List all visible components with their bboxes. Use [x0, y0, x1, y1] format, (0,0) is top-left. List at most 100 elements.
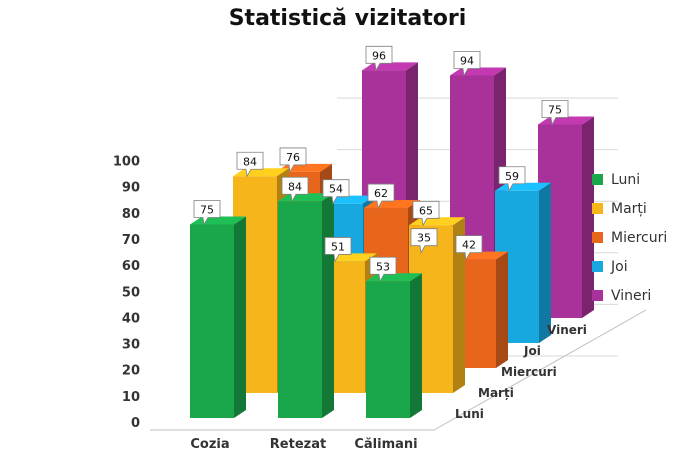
data-label-box: [322, 179, 350, 205]
bar-side: [453, 217, 465, 393]
legend: Luni Marți Miercuri Joi Vineri: [592, 172, 667, 304]
x-tick-label: Retezat: [270, 437, 326, 452]
data-label-text: 65: [419, 204, 433, 217]
data-label: 84: [281, 176, 309, 203]
bar-side: [582, 116, 594, 318]
data-label-box: [541, 100, 569, 126]
data-label-text: 35: [417, 232, 431, 245]
legend-label: Joi: [610, 259, 628, 275]
data-label: 35: [410, 228, 438, 254]
data-label-text: 62: [374, 187, 388, 200]
depth-tick-label: Luni: [455, 407, 484, 421]
legend-swatch: [592, 232, 603, 243]
y-tick-label: 20: [122, 364, 140, 379]
data-label-box: [367, 183, 395, 210]
bar-front: [278, 201, 322, 418]
bar: [278, 193, 334, 418]
data-label: 96: [365, 45, 393, 72]
depth-axis: Luni Marți Miercuri Joi Vineri: [455, 323, 587, 421]
bar-side: [322, 193, 334, 418]
legend-item: Miercuri: [592, 230, 667, 246]
legend-swatch: [592, 174, 603, 185]
legend-item: Vineri: [592, 288, 651, 304]
y-tick-label: 10: [122, 390, 140, 405]
data-label-box: [236, 151, 264, 178]
depth-tick-label: Joi: [523, 344, 541, 358]
x-axis: Cozia Retezat Călimani: [190, 437, 417, 452]
data-label: 65: [412, 200, 440, 227]
legend-label: Miercuri: [611, 230, 667, 246]
data-label-text: 59: [505, 170, 519, 183]
x-tick-label: Călimani: [354, 437, 417, 452]
y-tick-label: 40: [122, 311, 140, 326]
data-label-text: 42: [462, 239, 476, 252]
legend-label: Marți: [611, 201, 647, 217]
bar-side: [539, 182, 551, 343]
data-label-text: 75: [200, 204, 214, 217]
data-label: 75: [193, 200, 221, 226]
data-label: 51: [324, 237, 352, 263]
y-tick-label: 0: [131, 416, 140, 431]
data-label-box: [410, 228, 438, 254]
floor: [150, 309, 647, 431]
data-label-box: [365, 45, 393, 72]
data-label-box: [453, 51, 481, 77]
data-label: 42: [455, 235, 483, 261]
legend-swatch: [592, 290, 603, 301]
y-tick-label: 100: [113, 155, 140, 170]
data-label: 94: [453, 51, 481, 77]
data-label-box: [412, 200, 440, 227]
floor-side-edge: [433, 309, 647, 431]
bar: [190, 216, 246, 418]
bar: [366, 273, 422, 418]
data-label-text: 75: [548, 104, 562, 117]
data-label-box: [369, 256, 397, 283]
depth-tick-label: Vineri: [547, 323, 587, 337]
legend-item: Joi: [592, 259, 628, 275]
data-label: 59: [498, 166, 526, 192]
data-label: 75: [541, 100, 569, 126]
data-label-text: 84: [243, 155, 257, 168]
data-label-text: 51: [331, 240, 345, 253]
legend-item: Luni: [592, 172, 640, 188]
data-labels: 75 94 96 59 35 54 42 62 76 65 51 84 53 84 75: [193, 45, 569, 283]
legend-item: Marți: [592, 201, 647, 217]
data-label-box: [324, 237, 352, 263]
bar-front: [366, 281, 410, 418]
data-label-box: [455, 235, 483, 261]
bar-side: [410, 273, 422, 418]
y-tick-label: 70: [122, 233, 140, 248]
data-label: 84: [236, 151, 264, 178]
legend-label: Vineri: [611, 288, 651, 304]
data-label: 54: [322, 179, 350, 205]
data-label-text: 76: [286, 151, 300, 164]
legend-label: Luni: [611, 172, 640, 188]
data-label-text: 84: [288, 180, 302, 193]
data-label-text: 53: [376, 260, 390, 273]
bar-side: [496, 251, 508, 368]
data-label: 62: [367, 183, 395, 210]
bars: [190, 62, 594, 418]
depth-tick-label: Marți: [478, 386, 514, 400]
legend-swatch: [592, 203, 603, 214]
bar-front: [190, 224, 234, 418]
chart-title: Statistică vizitatori: [228, 6, 467, 31]
data-label-box: [281, 176, 309, 203]
y-tick-label: 50: [122, 285, 140, 300]
y-axis: 0 10 20 30 40 50 60 70 80 90 100: [113, 155, 140, 432]
data-label-text: 96: [372, 49, 386, 62]
y-tick-label: 90: [122, 181, 140, 196]
data-label-box: [498, 166, 526, 192]
data-label-text: 54: [329, 183, 343, 196]
y-tick-label: 30: [122, 338, 140, 353]
data-label-box: [279, 147, 307, 174]
data-label: 53: [369, 256, 397, 283]
x-tick-label: Cozia: [190, 437, 229, 452]
bar-side: [234, 216, 246, 418]
data-label: 76: [279, 147, 307, 174]
depth-tick-label: Miercuri: [501, 365, 557, 379]
data-label-box: [193, 200, 221, 226]
data-label-text: 94: [460, 54, 474, 67]
